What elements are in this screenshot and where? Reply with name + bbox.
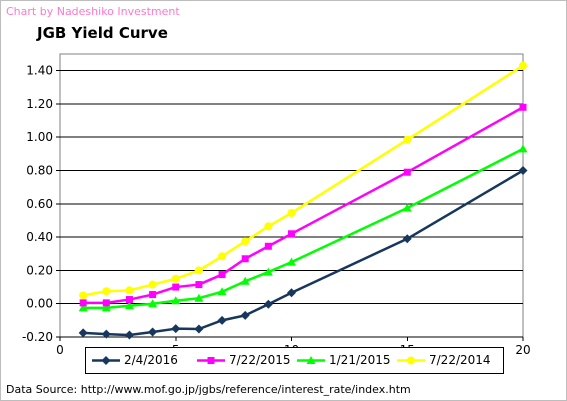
data-point-s3 <box>241 237 250 246</box>
legend-label-2015-jul: 7/22/2015 <box>229 353 291 367</box>
data-point-s0 <box>287 288 296 298</box>
data-point-s1 <box>288 230 295 238</box>
legend-marker <box>306 356 316 364</box>
data-point-s2 <box>518 144 528 153</box>
data-point-s3 <box>218 252 227 261</box>
data-point-s0 <box>101 329 111 339</box>
data-point-s1 <box>519 103 527 111</box>
legend-label-2015-jan: 1/21/2015 <box>329 353 391 367</box>
legend-marker <box>207 357 215 364</box>
data-point-s0 <box>78 328 88 338</box>
data-point-s3 <box>79 291 88 300</box>
data-point-s0 <box>217 315 227 325</box>
data-point-s0 <box>124 330 134 340</box>
y-tick-label: 0.40 <box>26 230 53 244</box>
data-point-s1 <box>264 242 272 250</box>
data-point-s0 <box>518 166 528 176</box>
legend-marker <box>101 356 111 365</box>
data-point-s1 <box>195 281 203 289</box>
legend-swatch-2015-jul <box>197 357 225 364</box>
data-point-s0 <box>171 324 181 334</box>
legend-label-2016: 2/4/2016 <box>124 353 178 367</box>
data-point-s1 <box>403 168 411 176</box>
chart-credit: Chart by Nadeshiko Investment <box>6 5 180 18</box>
data-point-s2 <box>148 299 158 308</box>
data-point-s2 <box>171 296 181 305</box>
data-point-s0 <box>240 310 250 320</box>
series-line-2 <box>83 147 524 310</box>
data-point-s3 <box>403 135 412 144</box>
data-point-s2 <box>240 276 250 285</box>
data-source-note: Data Source: http://www.mof.go.jp/jgbs/r… <box>6 383 411 396</box>
data-point-s1 <box>125 296 133 304</box>
data-point-s2 <box>287 257 296 266</box>
data-point-s3 <box>125 286 134 295</box>
legend-label-2014: 7/22/2014 <box>429 353 491 367</box>
y-tick-label: 1.00 <box>26 130 53 144</box>
x-tick-label: 20 <box>515 343 530 357</box>
data-point-s3 <box>171 274 180 283</box>
chart-title: JGB Yield Curve <box>37 24 168 42</box>
data-point-s1 <box>79 299 87 307</box>
x-tick-label: 0 <box>56 343 64 357</box>
data-point-s2 <box>402 203 412 212</box>
data-point-s2 <box>263 267 273 276</box>
data-point-s3 <box>102 287 111 296</box>
y-tick-label: 0.20 <box>26 263 53 277</box>
y-tick-label: -0.20 <box>22 330 53 344</box>
y-tick-label: 0.80 <box>26 164 53 178</box>
data-point-s0 <box>194 324 204 334</box>
data-point-s0 <box>148 327 158 337</box>
legend-swatch-2016 <box>92 356 120 365</box>
data-point-s2 <box>124 301 134 310</box>
legend: 2/4/2016 7/22/2015 1/21/2015 7/22/2014 <box>85 347 504 374</box>
data-point-s0 <box>263 299 273 309</box>
legend-marker <box>407 356 415 365</box>
data-point-s3 <box>148 280 157 289</box>
legend-swatch-2015-jan <box>297 356 325 364</box>
y-tick-label: 0.00 <box>26 297 53 311</box>
data-point-s1 <box>172 283 180 291</box>
data-point-s3 <box>519 61 527 70</box>
series-line-1 <box>83 106 524 305</box>
y-tick-label: 1.40 <box>26 64 53 78</box>
data-point-s2 <box>78 303 88 312</box>
data-point-s2 <box>217 287 227 296</box>
legend-swatch-2014 <box>397 356 425 365</box>
data-point-s2 <box>194 293 204 302</box>
data-point-s1 <box>102 299 110 307</box>
data-point-s3 <box>287 208 296 217</box>
data-point-s1 <box>149 291 157 299</box>
y-tick-label: 0.60 <box>26 197 53 211</box>
data-point-s3 <box>194 266 203 275</box>
data-point-s3 <box>264 222 273 231</box>
data-point-s1 <box>218 271 226 279</box>
data-point-s0 <box>402 234 412 244</box>
data-point-s1 <box>241 255 249 263</box>
y-tick-label: 1.20 <box>26 97 53 111</box>
data-point-s2 <box>101 303 111 312</box>
